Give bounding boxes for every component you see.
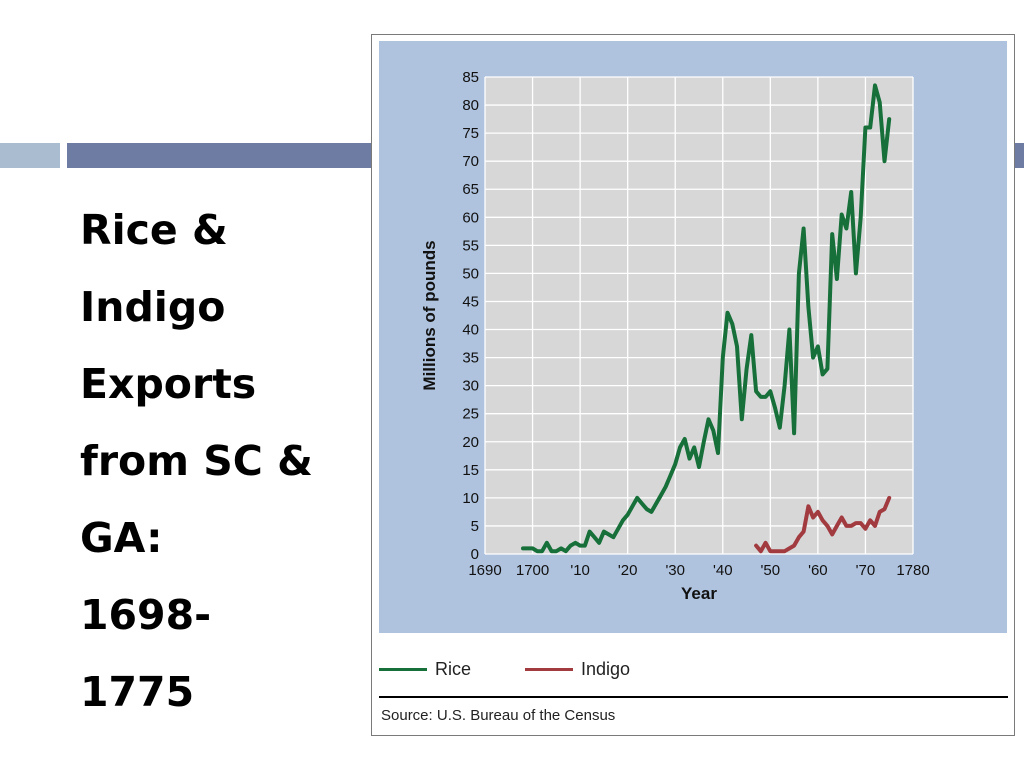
y-tick-label: 65	[462, 181, 479, 198]
legend-label-indigo: Indigo	[581, 658, 631, 679]
x-tick-label: '60	[808, 562, 828, 579]
chart-panel: 0 5 10 15 20 25 30 35 40 45 50 55 60 65 70 75 80 85 1690 17…	[379, 41, 1007, 633]
legend-swatch-rice	[379, 667, 427, 671]
y-tick-label: 70	[462, 153, 479, 170]
slide-title: Rice & Indigo Exports from SC & GA: 1698…	[80, 192, 365, 731]
x-tick-label: '20	[618, 562, 638, 579]
series-line-rice	[521, 83, 892, 554]
decor-bar-light	[0, 143, 60, 168]
y-tick-label: 75	[462, 125, 479, 142]
y-tick-label: 35	[462, 350, 479, 367]
y-tick-label: 55	[462, 237, 479, 254]
legend-label-rice: Rice	[435, 658, 472, 679]
source-note: Source: U.S. Bureau of the Census	[381, 707, 616, 724]
y-tick-label: 10	[462, 490, 479, 507]
y-tick-label: 15	[462, 462, 479, 479]
y-tick-label: 40	[462, 322, 479, 339]
y-tick-label: 45	[462, 293, 479, 310]
y-tick-label: 25	[462, 406, 479, 423]
line-chart: 0 5 10 15 20 25 30 35 40 45 50 55 60 65 70 75 80 85 1690 17…	[420, 69, 930, 603]
x-tick-label: 1780	[896, 562, 929, 579]
slide-title-line: Indigo	[80, 283, 226, 331]
series-line-indigo	[754, 495, 892, 554]
source-divider	[379, 696, 1008, 698]
x-tick-label: 1690	[468, 562, 501, 579]
slide-title-line: 1698-	[80, 591, 212, 639]
legend-item-rice: Rice	[379, 657, 471, 681]
plot-area	[485, 77, 913, 554]
x-axis-title: Year	[681, 584, 717, 603]
x-tick-label: '50	[761, 562, 781, 579]
y-tick-label: 80	[462, 97, 479, 114]
y-tick-label: 85	[462, 69, 479, 86]
x-tick-label: 1700	[516, 562, 549, 579]
x-tick-label: '40	[713, 562, 733, 579]
legend-item-indigo: Indigo	[525, 657, 630, 681]
y-tick-label: 30	[462, 378, 479, 395]
y-axis-title: Millions of pounds	[420, 240, 439, 390]
y-tick-label: 50	[462, 265, 479, 282]
chart-legend: Rice Indigo	[379, 657, 779, 681]
y-tick-label: 0	[471, 546, 479, 563]
slide-title-line: Exports	[80, 360, 257, 408]
chart-figure: 0 5 10 15 20 25 30 35 40 45 50 55 60 65 70 75 80 85 1690 17…	[371, 34, 1015, 736]
x-tick-label: '70	[856, 562, 876, 579]
slide-title-line: 1775	[80, 668, 195, 716]
slide-title-line: Rice &	[80, 206, 228, 254]
decor-bar-dark	[67, 143, 372, 168]
y-tick-label: 60	[462, 209, 479, 226]
legend-swatch-indigo	[525, 667, 573, 671]
y-tick-label: 20	[462, 434, 479, 451]
x-tick-label: '30	[665, 562, 685, 579]
slide-title-line: GA:	[80, 514, 163, 562]
x-tick-label: '10	[570, 562, 590, 579]
y-tick-label: 5	[471, 518, 479, 535]
slide-title-line: from SC &	[80, 437, 313, 485]
